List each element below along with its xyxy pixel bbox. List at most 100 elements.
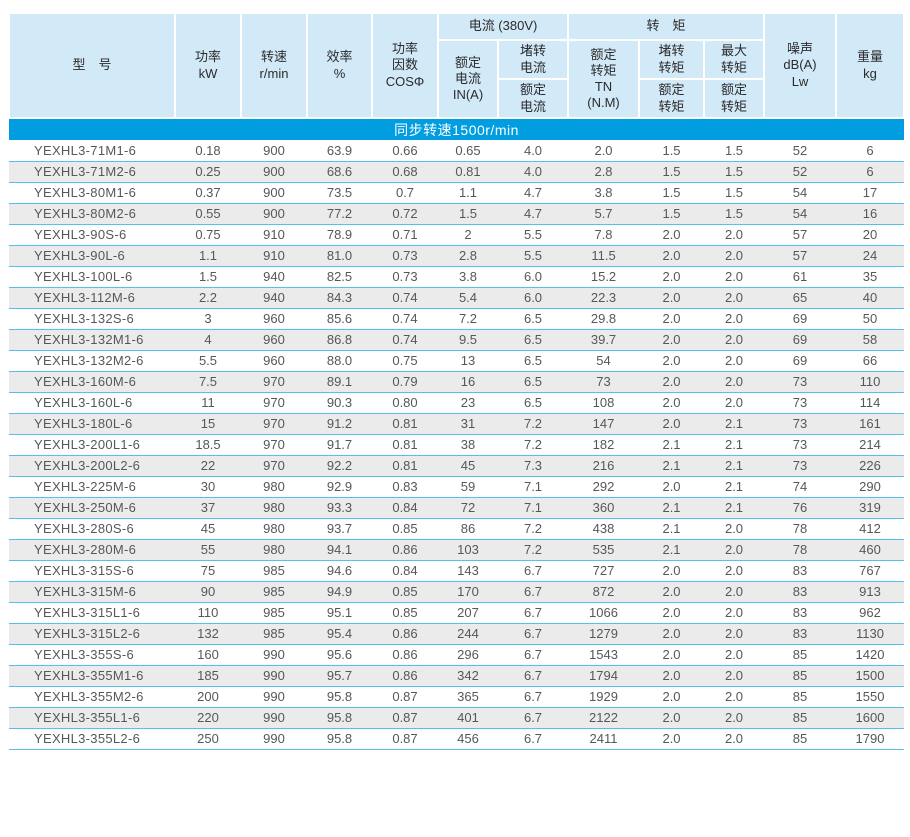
value-cell: 57 — [764, 224, 837, 246]
value-cell: 360 — [568, 497, 640, 519]
value-cell: 58 — [836, 329, 905, 351]
value-cell: 85 — [764, 686, 837, 708]
value-cell: 17 — [836, 182, 905, 204]
value-cell: 2.0 — [639, 245, 705, 267]
value-cell: 52 — [764, 161, 837, 183]
value-cell: 86 — [438, 518, 498, 540]
value-cell: 2.0 — [639, 707, 705, 729]
value-cell: 11.5 — [568, 245, 640, 267]
value-cell: 91.7 — [307, 434, 372, 456]
value-cell: 456 — [438, 728, 498, 750]
value-cell: 54 — [568, 350, 640, 372]
value-cell: 290 — [836, 476, 905, 498]
value-cell: 2.0 — [639, 644, 705, 666]
value-cell: 6.7 — [498, 707, 569, 729]
value-cell: 83 — [764, 623, 837, 645]
value-cell: 2.1 — [704, 434, 765, 456]
value-cell: 2122 — [568, 707, 640, 729]
table-row: YEXHL3-355M2-6 200 990 95.8 0.87 365 6.7 1929 2.… — [9, 686, 905, 708]
value-cell: 23 — [438, 392, 498, 414]
value-cell: 82.5 — [307, 266, 372, 288]
table-row: YEXHL3-112M-6 2.2 940 84.3 0.74 5.4 6.0 22.3 2.0… — [9, 287, 905, 309]
value-cell: 6.7 — [498, 581, 569, 603]
value-cell: 1.5 — [704, 182, 765, 204]
value-cell: 1550 — [836, 686, 905, 708]
value-cell: 85 — [764, 665, 837, 687]
table-row: YEXHL3-355L1-6 220 990 95.8 0.87 401 6.7 2122 2.… — [9, 707, 905, 729]
value-cell: 24 — [836, 245, 905, 267]
model-cell: YEXHL3-80M2-6 — [9, 203, 175, 225]
value-cell: 1543 — [568, 644, 640, 666]
value-cell: 2.0 — [639, 413, 705, 435]
value-cell: 2.0 — [639, 686, 705, 708]
table-row: YEXHL3-80M2-6 0.55 900 77.2 0.72 1.5 4.7 5.7 1.5… — [9, 203, 905, 225]
value-cell: 0.81 — [372, 434, 438, 456]
value-cell: 95.6 — [307, 644, 372, 666]
value-cell: 4.7 — [498, 203, 569, 225]
value-cell: 0.55 — [175, 203, 241, 225]
value-cell: 3.8 — [568, 182, 640, 204]
value-cell: 250 — [175, 728, 241, 750]
value-cell: 1.5 — [704, 203, 765, 225]
value-cell: 6.5 — [498, 350, 569, 372]
table-row: YEXHL3-180L-6 15 970 91.2 0.81 31 7.2 147 2.0 2.1… — [9, 413, 905, 435]
value-cell: 1600 — [836, 707, 905, 729]
value-cell: 900 — [241, 140, 307, 162]
value-cell: 438 — [568, 518, 640, 540]
value-cell: 913 — [836, 581, 905, 603]
value-cell: 88.0 — [307, 350, 372, 372]
value-cell: 83 — [764, 581, 837, 603]
value-cell: 4.7 — [498, 182, 569, 204]
model-cell: YEXHL3-132M2-6 — [9, 350, 175, 372]
value-cell: 0.73 — [372, 266, 438, 288]
value-cell: 170 — [438, 581, 498, 603]
value-cell: 57 — [764, 245, 837, 267]
value-cell: 0.37 — [175, 182, 241, 204]
value-cell: 292 — [568, 476, 640, 498]
value-cell: 2.1 — [639, 455, 705, 477]
value-cell: 535 — [568, 539, 640, 561]
value-cell: 2.0 — [704, 392, 765, 414]
value-cell: 76 — [764, 497, 837, 519]
value-cell: 5.7 — [568, 203, 640, 225]
value-cell: 2.0 — [704, 602, 765, 624]
value-cell: 6 — [836, 161, 905, 183]
value-cell: 91.2 — [307, 413, 372, 435]
value-cell: 45 — [175, 518, 241, 540]
table-row: YEXHL3-315S-6 75 985 94.6 0.84 143 6.7 727 2.0 2.… — [9, 560, 905, 582]
value-cell: 2.0 — [704, 371, 765, 393]
value-cell: 2.0 — [639, 308, 705, 330]
model-cell: YEXHL3-90L-6 — [9, 245, 175, 267]
value-cell: 30 — [175, 476, 241, 498]
value-cell: 0.71 — [372, 224, 438, 246]
value-cell: 1.5 — [639, 161, 705, 183]
value-cell: 2.0 — [704, 707, 765, 729]
model-cell: YEXHL3-160M-6 — [9, 371, 175, 393]
value-cell: 7.2 — [498, 434, 569, 456]
value-cell: 6.0 — [498, 287, 569, 309]
value-cell: 2.0 — [639, 560, 705, 582]
value-cell: 985 — [241, 623, 307, 645]
value-cell: 77.2 — [307, 203, 372, 225]
value-cell: 872 — [568, 581, 640, 603]
value-cell: 244 — [438, 623, 498, 645]
value-cell: 401 — [438, 707, 498, 729]
value-cell: 2.0 — [704, 287, 765, 309]
value-cell: 1929 — [568, 686, 640, 708]
value-cell: 0.87 — [372, 686, 438, 708]
model-cell: YEXHL3-80M1-6 — [9, 182, 175, 204]
value-cell: 85.6 — [307, 308, 372, 330]
group-header-current: 电流 (380V) — [436, 12, 570, 41]
value-cell: 161 — [836, 413, 905, 435]
value-cell: 95.1 — [307, 602, 372, 624]
catalog-page: 型 号 功率 kW 转速 r/min 效率 % 功率 因数 COSΦ 电流 (3… — [8, 12, 906, 750]
model-cell: YEXHL3-280S-6 — [9, 518, 175, 540]
model-cell: YEXHL3-315M-6 — [9, 581, 175, 603]
model-cell: YEXHL3-200L1-6 — [9, 434, 175, 456]
value-cell: 40 — [836, 287, 905, 309]
col-header-power-factor: 功率 因数 COSΦ — [371, 12, 439, 119]
value-cell: 0.86 — [372, 644, 438, 666]
value-cell: 78.9 — [307, 224, 372, 246]
value-cell: 970 — [241, 392, 307, 414]
value-cell: 990 — [241, 665, 307, 687]
